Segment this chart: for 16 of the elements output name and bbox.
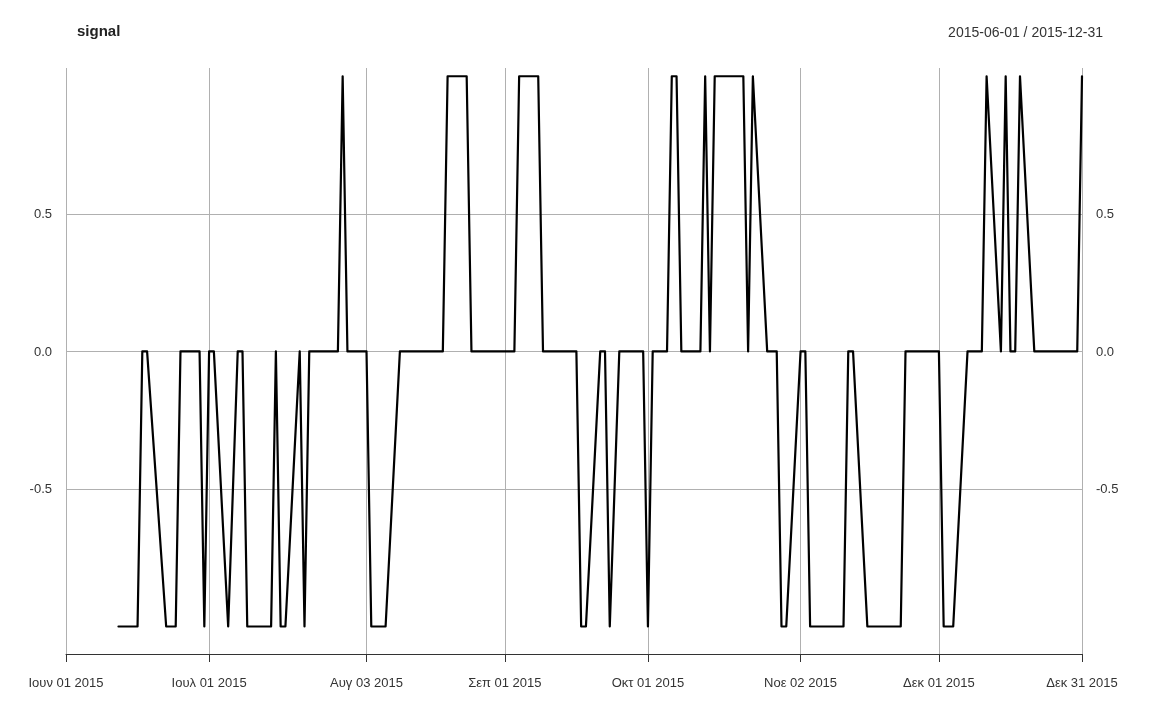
chart-title: signal	[77, 22, 121, 39]
y-tick-label: -0.5	[29, 481, 52, 497]
y-tick-label: 0.5	[33, 206, 52, 222]
y-tick-label: 0.0	[33, 343, 52, 359]
y2-tick-label: -0.5	[1096, 481, 1119, 497]
x-tick-label: Δεκ 31 2015	[1046, 675, 1118, 690]
y2-tick-label: 0.5	[1096, 206, 1115, 222]
x-tick-label: Νοε 02 2015	[764, 675, 838, 690]
x-tick-label: Ιουν 01 2015	[28, 675, 104, 690]
x-tick-label: Οκτ 01 2015	[611, 675, 685, 690]
x-tick-label: Ιουλ 01 2015	[171, 675, 247, 690]
x-tick-label: Δεκ 01 2015	[903, 675, 975, 690]
chart-subtitle: 2015-06-01 / 2015-12-31	[948, 24, 1104, 40]
x-tick-label: Αυγ 03 2015	[330, 675, 403, 690]
x-tick-label: Σεπ 01 2015	[468, 675, 542, 690]
y2-tick-label: 0.0	[1096, 343, 1115, 359]
